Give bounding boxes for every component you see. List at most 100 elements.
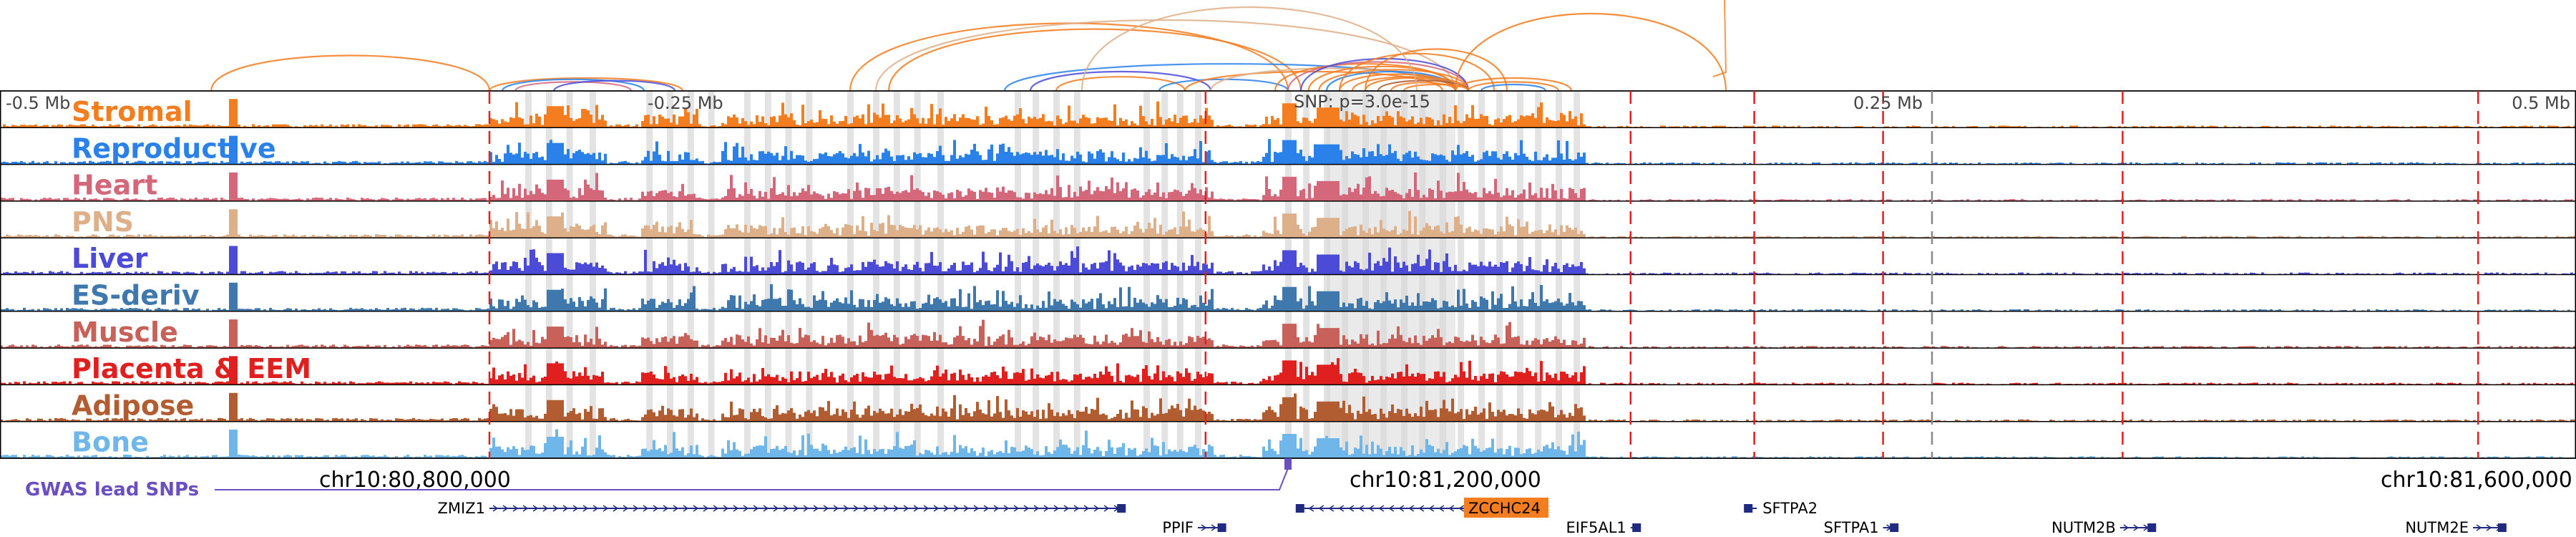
strand-arrow xyxy=(2123,524,2129,531)
coaccessibility-arc xyxy=(1080,6,1418,92)
strand-arrow xyxy=(1023,505,1030,512)
coaccessibility-arc xyxy=(1402,83,1470,92)
gene-label: NUTM2E xyxy=(2405,519,2469,536)
coaccessibility-arc xyxy=(1338,52,1496,92)
strand-arrow xyxy=(743,505,749,512)
strand-arrow xyxy=(653,505,659,512)
coaccessibility-arc xyxy=(1364,48,1508,92)
strand-arrow xyxy=(663,505,669,512)
coaccessibility-arc xyxy=(1351,76,1470,92)
strand-arrow xyxy=(953,505,960,512)
strand-arrow xyxy=(1338,505,1345,512)
coaccessibility-arc xyxy=(210,54,491,92)
coaccessibility-arc xyxy=(1454,12,1727,92)
strand-arrow xyxy=(703,505,709,512)
gwas-lead-snps: GWAS lead SNPs xyxy=(25,458,1292,500)
strand-arrow xyxy=(673,505,679,512)
strand-arrow xyxy=(1428,505,1435,512)
strand-arrow xyxy=(913,505,919,512)
gene-label: SFTPA2 xyxy=(1762,500,1818,517)
strand-arrow xyxy=(963,505,970,512)
track-label: Stromal xyxy=(72,96,192,127)
track-label: ES-deriv xyxy=(72,280,200,311)
strand-arrow xyxy=(1063,505,1070,512)
gene-label: ZMIZ1 xyxy=(438,500,485,517)
gene-label: ZCCHC24 xyxy=(1468,500,1541,517)
coaccessibility-arc xyxy=(1390,82,1457,92)
gene-exon xyxy=(1217,523,1226,532)
gene-label: PPIF xyxy=(1162,519,1194,536)
strand-arrow xyxy=(1398,505,1405,512)
strand-arrow xyxy=(933,505,940,512)
coaccessibility-arc xyxy=(501,78,645,92)
track-signal xyxy=(0,135,2576,165)
strand-arrow xyxy=(713,505,719,512)
coaccessibility-arc xyxy=(1029,70,1212,92)
strand-arrow xyxy=(693,505,699,512)
coaccessibility-arc xyxy=(1318,69,1470,92)
gene-exon xyxy=(1632,523,1641,532)
axis-label-mid-right: 0.25 Mb xyxy=(1853,93,1923,113)
strand-arrow xyxy=(562,505,569,512)
coaccessibility-arc xyxy=(1158,78,1289,92)
track-signal xyxy=(0,99,2576,128)
strand-arrow xyxy=(1201,524,1207,531)
track-label: Heart xyxy=(72,170,157,201)
strand-arrow xyxy=(733,505,739,512)
strand-arrow xyxy=(613,505,619,512)
track-signal xyxy=(0,172,2576,201)
strand-arrow xyxy=(1308,505,1314,512)
axis-label-snp: SNP: p=3.0e-15 xyxy=(1294,92,1430,112)
strand-arrow xyxy=(843,505,849,512)
strand-arrow xyxy=(1458,505,1465,512)
strand-arrow xyxy=(582,505,589,512)
strand-arrow xyxy=(1093,505,1100,512)
track-label: Placenta & EEM xyxy=(72,353,311,384)
coaccessibility-arcs xyxy=(210,0,1727,92)
strand-arrow xyxy=(1211,524,1217,531)
coaccessibility-arc xyxy=(1299,58,1470,92)
strand-arrow xyxy=(492,505,499,512)
strand-arrow xyxy=(1073,505,1080,512)
strand-arrow xyxy=(2486,524,2492,531)
strand-arrow xyxy=(602,505,609,512)
strand-arrow xyxy=(1003,505,1010,512)
strand-arrow xyxy=(683,505,689,512)
strand-arrow xyxy=(542,505,549,512)
strand-arrow xyxy=(572,505,579,512)
track-label: Adipose xyxy=(72,390,194,421)
strand-arrow xyxy=(783,505,789,512)
coaccessibility-arc xyxy=(1377,79,1470,92)
track-signal xyxy=(0,246,2576,275)
strand-arrow xyxy=(1408,505,1415,512)
track-label: Reproductive xyxy=(72,132,276,164)
coaccessibility-arc xyxy=(1287,61,1470,92)
gene-exon xyxy=(1744,504,1753,513)
strand-arrow xyxy=(592,505,599,512)
gene-label: SFTPA1 xyxy=(1824,519,1879,536)
strand-arrow xyxy=(1013,505,1020,512)
gwas-snp-marker xyxy=(1284,458,1292,470)
strand-arrow xyxy=(1053,505,1060,512)
strand-arrow xyxy=(813,505,819,512)
track-signal xyxy=(0,392,2576,422)
strand-arrow xyxy=(502,505,509,512)
coaccessibility-arc xyxy=(1467,81,1560,92)
track-signal xyxy=(0,282,2576,311)
strand-arrow xyxy=(1043,505,1050,512)
axis-label-left: -0.5 Mb xyxy=(6,93,70,113)
gene-exon xyxy=(1890,523,1899,532)
strand-arrow xyxy=(833,505,839,512)
strand-arrow xyxy=(803,505,809,512)
gene-exon xyxy=(1295,504,1304,513)
gene-highlight-box xyxy=(1464,498,1548,518)
strand-arrow xyxy=(823,505,829,512)
gene-exon xyxy=(1117,504,1126,513)
strand-arrow xyxy=(1388,505,1395,512)
strand-arrow xyxy=(1033,505,1040,512)
strand-arrow xyxy=(863,505,869,512)
strand-arrow xyxy=(853,505,859,512)
track-label: Liver xyxy=(72,243,148,274)
